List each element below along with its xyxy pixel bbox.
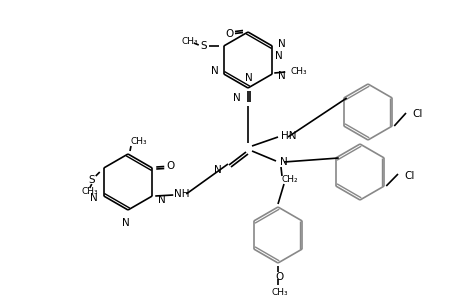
Text: S: S [200, 41, 207, 51]
Text: N: N [211, 66, 218, 76]
Text: N: N [122, 218, 129, 228]
Text: Cl: Cl [403, 171, 414, 181]
Text: HN: HN [280, 131, 296, 141]
Text: N: N [90, 193, 98, 203]
Text: CH₃: CH₃ [271, 288, 288, 297]
Text: CH₃: CH₃ [181, 37, 198, 46]
Text: N: N [214, 165, 222, 175]
Text: N: N [278, 39, 285, 49]
Text: N: N [233, 93, 241, 103]
Text: Cl: Cl [411, 109, 421, 119]
Text: CH₃: CH₃ [81, 188, 98, 196]
Text: N: N [280, 157, 287, 167]
Text: N: N [278, 71, 285, 81]
Text: N: N [245, 73, 252, 83]
Text: O: O [166, 161, 174, 171]
Text: O: O [275, 272, 284, 282]
Text: S: S [88, 175, 95, 185]
Text: N: N [274, 51, 282, 61]
Text: NH: NH [174, 189, 189, 199]
Text: CH₃: CH₃ [131, 137, 147, 146]
Text: O: O [225, 29, 234, 39]
Text: CH₃: CH₃ [290, 67, 306, 76]
Text: N: N [158, 195, 166, 205]
Text: CH₂: CH₂ [281, 176, 298, 184]
